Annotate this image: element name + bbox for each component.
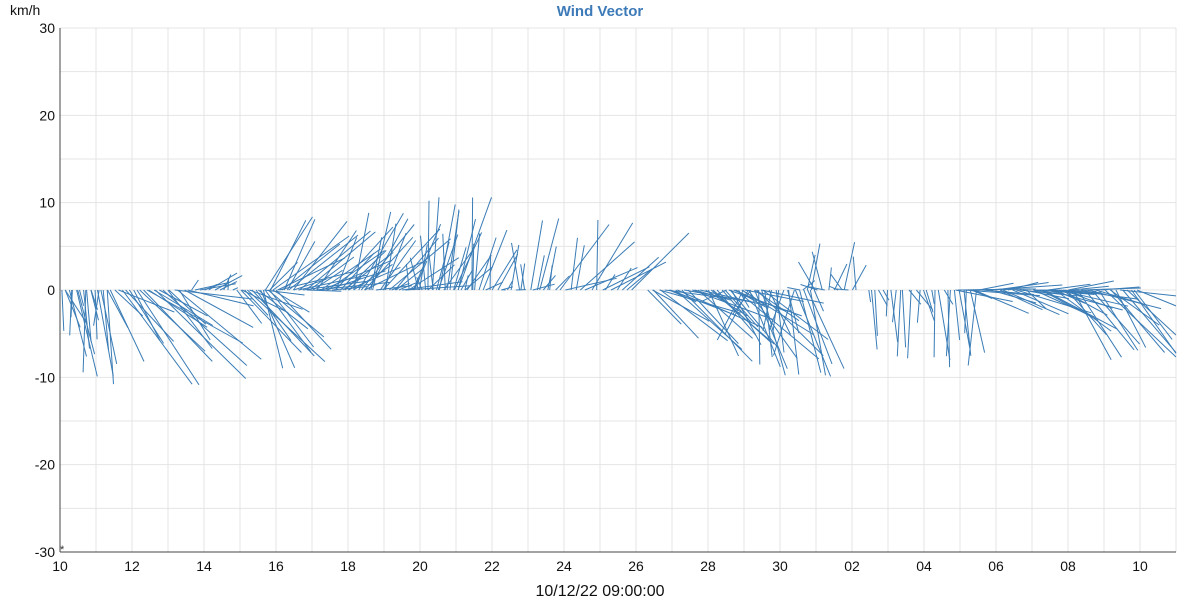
wind-vector: [597, 220, 598, 290]
wind-vector: [472, 198, 473, 291]
x-tick-label: 04: [916, 558, 932, 574]
x-tick-label: 20: [412, 558, 428, 574]
x-tick-label: 14: [196, 558, 212, 574]
wind-vector: [155, 290, 245, 379]
wind-vector: [317, 231, 356, 291]
wind-vector: [968, 290, 976, 366]
x-tick-label: 16: [268, 558, 284, 574]
wind-vector: [869, 290, 871, 302]
wind-vector: [891, 290, 898, 342]
wind-vector: [169, 290, 206, 324]
wind-vector: [531, 220, 543, 290]
wind-vector: [611, 262, 666, 290]
x-tick-labels: 10 12 14 16 18 20 22 24 26 28 30 02 04 06 08 10: [52, 558, 1148, 574]
wind-vector: [713, 290, 771, 343]
x-tick-label: 24: [556, 558, 572, 574]
wind-vector: [879, 290, 888, 306]
wind-vector: [576, 245, 584, 290]
wind-vector: [804, 290, 832, 364]
x-tick-label: 10: [52, 558, 68, 574]
y-tick-label: 30: [39, 20, 55, 36]
wind-vector: [917, 290, 920, 323]
wind-vector: [168, 290, 212, 349]
wind-vector: [897, 290, 900, 356]
y-tick-label: -10: [35, 369, 55, 385]
wind-vector: [571, 238, 577, 290]
wind-vector: [107, 290, 113, 384]
wind-vector: [78, 290, 95, 354]
wind-vector: [970, 290, 984, 353]
y-tick-label: 10: [39, 195, 55, 211]
y-tick-label: -20: [35, 457, 55, 473]
wind-vector: [108, 290, 128, 328]
vector-series: [62, 197, 1176, 384]
wind-vector: [605, 275, 615, 291]
wind-vector: [129, 290, 163, 343]
x-tick-label: 18: [340, 558, 356, 574]
wind-vector: [580, 242, 634, 290]
wind-vector: [902, 290, 905, 347]
wind-vector: [1123, 290, 1176, 353]
x-tick-label: 08: [1060, 558, 1076, 574]
x-tick-label: 02: [844, 558, 860, 574]
wind-vector: [209, 273, 238, 290]
wind-vector: [560, 225, 609, 291]
wind-vector: [932, 290, 934, 304]
x-tick-label: 10: [1132, 558, 1148, 574]
wind-vector: [134, 290, 160, 341]
x-tick-label: 30: [772, 558, 788, 574]
wind-vector: [617, 268, 631, 290]
wind-vector: [192, 280, 199, 290]
y-tick-label: 0: [47, 282, 55, 298]
wind-vector: [458, 197, 491, 290]
x-tick-label: 06: [988, 558, 1004, 574]
wind-vector: [276, 290, 331, 349]
wind-vector: [908, 290, 912, 358]
wind-vector: [228, 279, 229, 290]
x-tick-label: 28: [700, 558, 716, 574]
wind-vector: [934, 290, 935, 357]
wind-vector: [556, 276, 570, 290]
wind-vector: [511, 245, 519, 290]
x-tick-label: 12: [124, 558, 140, 574]
wind-vector: [1105, 290, 1176, 357]
wind-vector: [264, 290, 304, 295]
wind-vector: [632, 233, 689, 290]
wind-vector: [62, 290, 64, 331]
wind-vector: [954, 290, 959, 340]
x-tick-label: 22: [484, 558, 500, 574]
y-tick-label: 20: [39, 107, 55, 123]
wind-vector: [886, 290, 887, 316]
wind-vector: [540, 219, 559, 291]
wind-vector: [808, 290, 844, 369]
x-tick-label: 26: [628, 558, 644, 574]
wind-vector: [492, 250, 517, 290]
